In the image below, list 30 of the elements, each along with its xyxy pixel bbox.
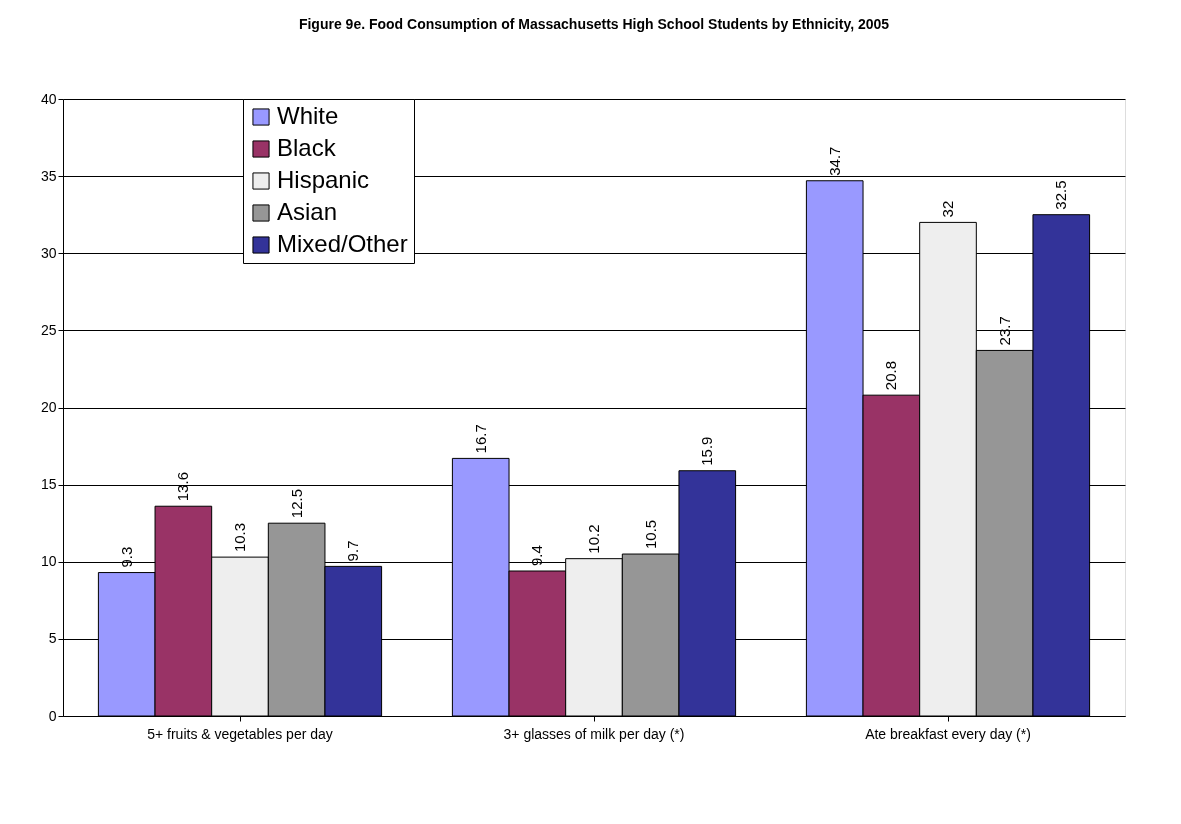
legend-label: Asian (277, 198, 338, 225)
legend-label: Mixed/Other (277, 230, 408, 257)
y-tick-label: 30 (40, 244, 57, 261)
legend-label: Black (277, 134, 337, 161)
y-tick-label: 10 (40, 553, 57, 570)
legend-label: White (277, 102, 339, 129)
x-tick-label: Ate breakfast every day (*) (865, 725, 1031, 742)
data-label: 9.7 (344, 540, 362, 562)
data-label: 10.2 (585, 524, 602, 554)
data-label: 32.5 (1052, 180, 1070, 210)
x-tick-label: 5+ fruits & vegetables per day (147, 725, 333, 742)
data-label: 16.7 (471, 424, 489, 454)
y-tick-label: 25 (40, 321, 57, 338)
x-tick-label: 3+ glasses of milk per day (*) (503, 725, 685, 742)
y-tick-label: 0 (48, 707, 57, 724)
data-label: 13.6 (174, 472, 192, 502)
data-label: 20.8 (882, 360, 900, 391)
legend-label: Hispanic (277, 166, 370, 193)
chart-title: Figure 9e. Food Consumption of Massachusetts High School Students by Ethnicity, 2005 (298, 16, 890, 32)
y-tick-label: 5 (48, 630, 57, 647)
data-label: 34.7 (825, 146, 843, 176)
y-tick-label: 15 (40, 476, 57, 493)
y-tick-label: 20 (40, 399, 57, 415)
data-label: 10.5 (641, 519, 659, 550)
data-label: 10.3 (231, 522, 248, 553)
y-tick-label: 40 (40, 90, 57, 107)
data-label: 32 (939, 200, 956, 218)
data-label: 15.9 (698, 436, 716, 466)
y-tick-label: 35 (40, 167, 57, 184)
data-label: 12.5 (287, 488, 305, 519)
